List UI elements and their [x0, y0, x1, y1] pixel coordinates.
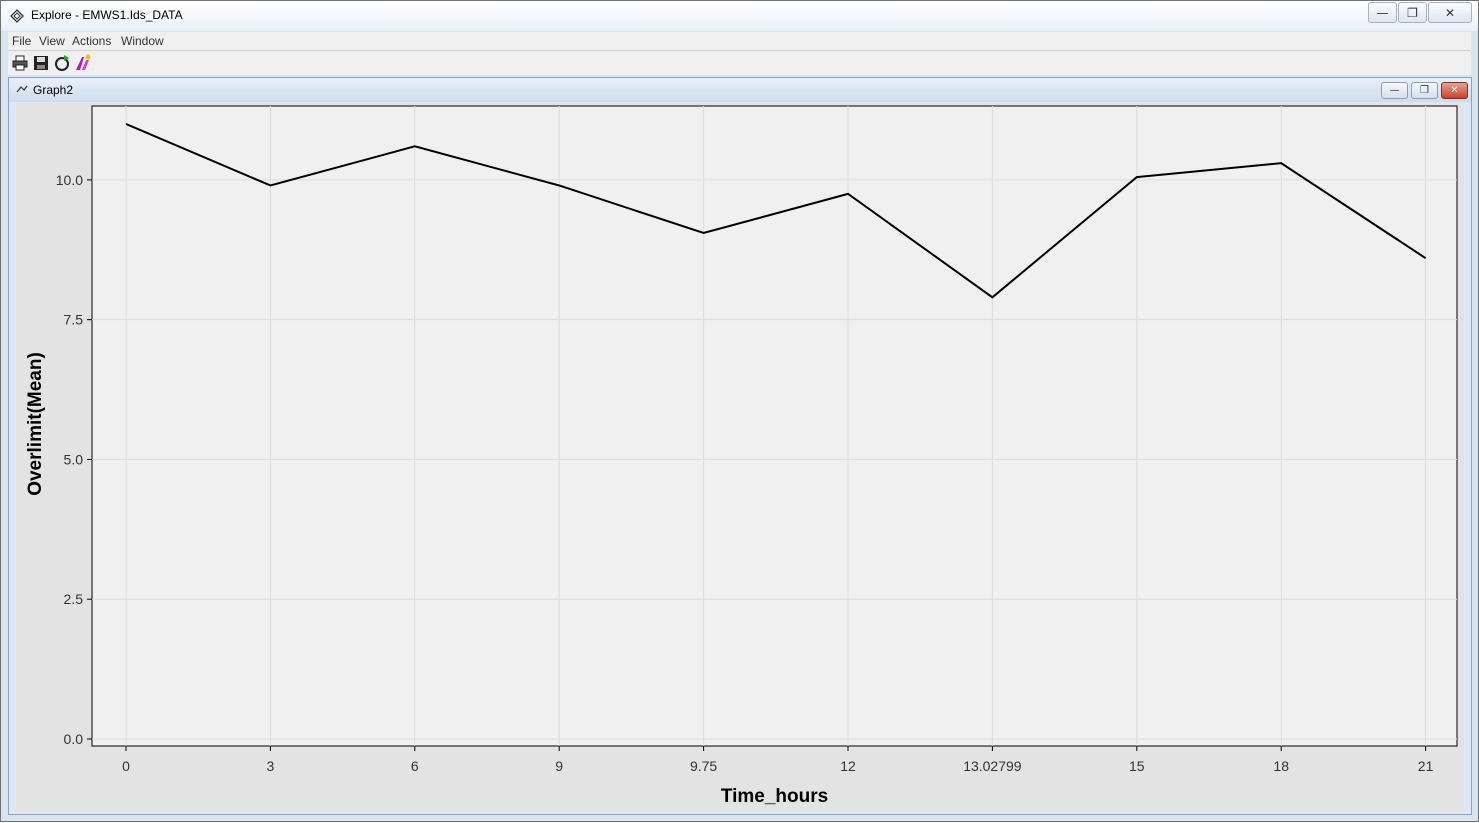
x-tick-label: 3	[267, 758, 275, 774]
minimize-button[interactable]: —	[1368, 2, 1397, 23]
line-graph-icon	[16, 85, 28, 93]
graph-title: Graph2	[33, 83, 74, 97]
menu-bar: File View Actions Window	[8, 32, 1471, 51]
data-point[interactable]	[1134, 174, 1140, 180]
y-tick-label: 7.5	[64, 312, 84, 328]
refresh-icon[interactable]	[53, 54, 71, 72]
x-tick-label: 15	[1129, 758, 1145, 774]
menu-window[interactable]: Window	[121, 34, 164, 48]
x-tick-label: 12	[840, 758, 856, 774]
y-tick-label: 5.0	[64, 451, 84, 467]
y-tick-label: 0.0	[64, 731, 84, 747]
window-title: Explore - EMWS1.Ids_DATA	[31, 8, 183, 22]
y-axis-title: Overlimit(Mean)	[25, 352, 46, 496]
data-point[interactable]	[123, 121, 129, 127]
close-button[interactable]: ✕	[1428, 2, 1472, 23]
data-point[interactable]	[845, 191, 851, 197]
menu-file[interactable]: File	[12, 34, 32, 48]
menu-actions[interactable]: Actions	[72, 34, 112, 48]
explore-app-icon	[10, 9, 24, 23]
series-line	[125, 123, 1427, 299]
x-tick-label: 21	[1418, 758, 1434, 774]
data-point[interactable]	[701, 230, 707, 236]
y-tick-label: 2.5	[64, 591, 84, 607]
y-tick-label: 10.0	[56, 172, 83, 188]
x-tick-label: 0	[122, 758, 130, 774]
x-tick-label: 6	[411, 758, 419, 774]
data-point[interactable]	[556, 182, 562, 188]
menu-view[interactable]: View	[39, 34, 65, 48]
toolbar	[8, 51, 1471, 75]
x-tick-label: 9	[555, 758, 563, 774]
print-icon[interactable]	[11, 54, 29, 72]
data-point[interactable]	[989, 294, 995, 300]
restore-button[interactable]: ❐	[1398, 2, 1427, 23]
graph-close-button[interactable]: ✕	[1441, 82, 1468, 99]
save-icon[interactable]	[32, 54, 50, 72]
graph-restore-button[interactable]: ❐	[1411, 82, 1438, 99]
properties-icon[interactable]	[74, 54, 92, 72]
x-tick-label: 9.75	[690, 758, 717, 774]
x-tick-label: 18	[1273, 758, 1289, 774]
data-point[interactable]	[412, 143, 418, 149]
data-point[interactable]	[1423, 255, 1429, 261]
data-point[interactable]	[1278, 160, 1284, 166]
graph-window-controls: — ❐ ✕	[1378, 82, 1468, 99]
data-point[interactable]	[267, 182, 273, 188]
graph-minimize-button[interactable]: —	[1381, 82, 1408, 99]
x-tick-label: 13.02799	[963, 758, 1022, 774]
plot-area	[91, 105, 1458, 747]
title-bar[interactable]: Explore - EMWS1.Ids_DATA — ❐ ✕	[1, 1, 1478, 31]
window-controls: — ❐ ✕	[1367, 2, 1472, 23]
x-axis-title: Time_hours	[721, 786, 828, 807]
graph-title-bar[interactable]: Graph2 — ❐ ✕	[9, 78, 1471, 102]
